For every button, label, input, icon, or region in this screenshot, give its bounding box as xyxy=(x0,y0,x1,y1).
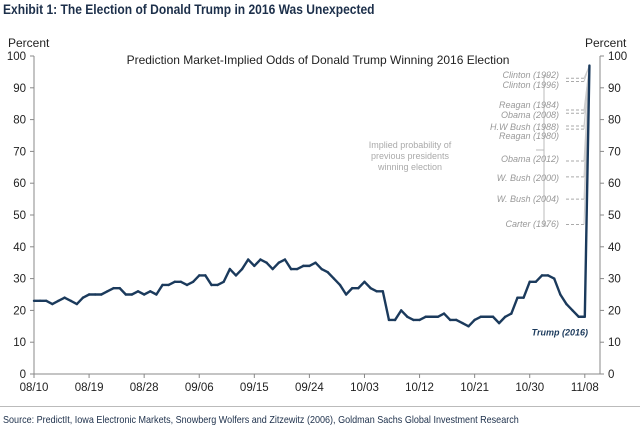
line-segment xyxy=(118,286,128,296)
y-tick-label-left: 20 xyxy=(13,305,26,317)
y-axis-label-left: Percent xyxy=(8,36,50,50)
line-segment xyxy=(565,302,574,312)
y-tick-label-right: 20 xyxy=(608,305,621,317)
reference-label: Obama (2008) xyxy=(501,110,559,120)
line-segment xyxy=(393,309,403,322)
x-tick-label: 09/06 xyxy=(185,382,214,394)
y-tick-label-right: 70 xyxy=(608,146,621,158)
y-tick-label-right: 100 xyxy=(608,51,627,63)
reference-label: Obama (2012) xyxy=(501,154,559,164)
line-segment xyxy=(204,274,213,287)
line-segment xyxy=(75,296,85,306)
line-segment xyxy=(326,271,336,280)
exhibit-title: Exhibit 1: The Election of Donald Trump … xyxy=(3,1,375,17)
y-tick-label-left: 80 xyxy=(13,115,26,127)
line-segment xyxy=(357,280,366,290)
y-tick-label-right: 90 xyxy=(608,83,621,95)
x-tick-label: 09/15 xyxy=(240,382,269,394)
x-tick-label: 10/03 xyxy=(350,382,379,394)
source-divider xyxy=(0,406,640,407)
line-segment xyxy=(467,318,476,328)
line-segment xyxy=(442,312,452,322)
x-tick-label: 08/28 xyxy=(130,382,159,394)
chart-title: Prediction Market-Implied Odds of Donald… xyxy=(127,53,510,67)
x-tick-label: 10/12 xyxy=(405,382,434,394)
line-segment xyxy=(271,261,280,271)
line-segment xyxy=(400,309,409,318)
line-segment xyxy=(534,274,544,283)
line-segment xyxy=(240,258,250,271)
y-tick-label-right: 10 xyxy=(608,337,621,349)
line-segment xyxy=(253,258,262,268)
reference-label: Clinton (1992) xyxy=(502,70,559,80)
line-segment xyxy=(338,283,348,296)
line-segment xyxy=(510,296,519,315)
y-tick-label-left: 50 xyxy=(13,210,26,222)
y-tick-label-right: 40 xyxy=(608,242,621,254)
y-tick-label-left: 70 xyxy=(13,146,26,158)
line-segment xyxy=(583,64,591,318)
y-tick-label-right: 60 xyxy=(608,178,621,190)
line-segment xyxy=(332,277,342,287)
reference-label: Reagan (1984) xyxy=(499,100,559,110)
annotation-text: Implied probability of previous president… xyxy=(369,140,452,172)
reference-label: W. Bush (2004) xyxy=(497,194,559,204)
line-segment xyxy=(234,267,244,277)
line-segment xyxy=(283,258,293,271)
y-tick-label-right: 30 xyxy=(608,274,621,286)
line-segment xyxy=(314,261,323,271)
y-tick-label-left: 100 xyxy=(7,51,26,63)
reference-label: Carter (1976) xyxy=(505,219,559,229)
line-segment xyxy=(381,290,391,322)
reference-label: W. Bush (2000) xyxy=(497,173,559,183)
y-tick-label-left: 30 xyxy=(13,274,26,286)
line-segment xyxy=(222,267,232,283)
line-segment xyxy=(265,261,274,271)
x-tick-label: 10/21 xyxy=(460,382,489,394)
annotation-bracket xyxy=(536,75,548,227)
line-segment xyxy=(497,315,507,325)
line-segment xyxy=(191,274,201,283)
x-tick-label: 11/08 xyxy=(571,382,599,394)
reference-label: Reagan (1980) xyxy=(499,131,559,141)
x-tick-label: 08/19 xyxy=(75,382,104,394)
y-tick-label-right: 80 xyxy=(608,115,621,127)
y-tick-label-left: 0 xyxy=(20,369,26,381)
y-tick-label-left: 60 xyxy=(13,178,26,190)
reference-label: H.W Bush (1988) xyxy=(490,122,559,132)
line-segment xyxy=(522,280,531,299)
line-segment xyxy=(363,280,372,290)
line-segment xyxy=(559,293,568,306)
line-segment xyxy=(571,309,580,318)
y-tick-label-left: 40 xyxy=(13,242,26,254)
x-tick-label: 10/30 xyxy=(515,382,544,394)
x-tick-label: 09/24 xyxy=(295,382,324,394)
x-tick-label: 08/10 xyxy=(20,382,49,394)
line-segment xyxy=(155,283,164,296)
y-axis-label-right: Percent xyxy=(585,36,627,50)
y-tick-label-left: 90 xyxy=(13,83,26,95)
line-segment xyxy=(246,258,256,268)
y-tick-label-right: 50 xyxy=(608,210,621,222)
line-segment xyxy=(553,277,562,296)
line-segment xyxy=(491,315,501,325)
source-note: Source: PredictIt, Iowa Electronic Marke… xyxy=(3,414,519,426)
y-tick-label-left: 10 xyxy=(13,337,26,349)
line-segment xyxy=(344,286,354,296)
series-label: Trump (2016) xyxy=(532,328,588,338)
line-segment xyxy=(228,267,238,277)
reference-label: Clinton (1996) xyxy=(502,80,559,90)
y-tick-label-right: 0 xyxy=(608,369,614,381)
